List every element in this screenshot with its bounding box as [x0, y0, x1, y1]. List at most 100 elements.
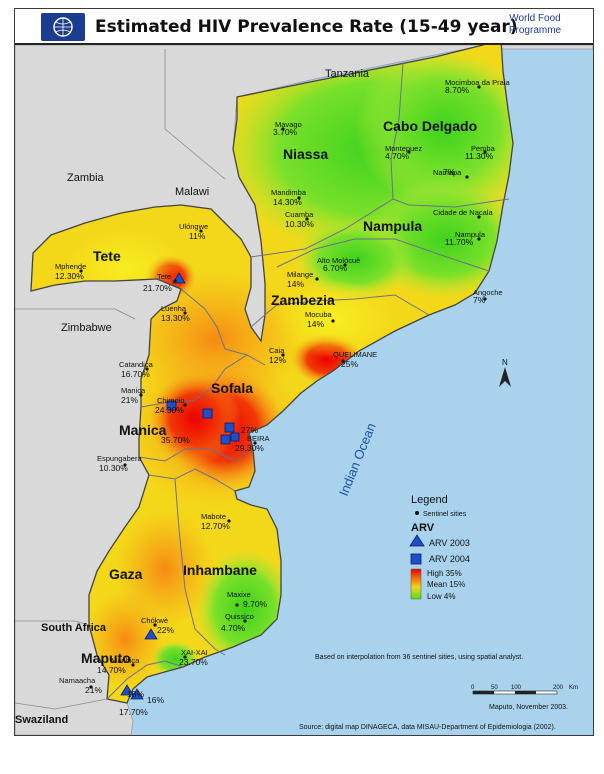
arv-2004-sofala — [202, 408, 213, 419]
site-name-catandica: Catandica — [119, 360, 154, 369]
site-name-quissico: Quissico — [225, 612, 254, 621]
site-value-mavago: 3.70% — [273, 127, 298, 137]
site-value-maputo-18: 18% — [127, 689, 144, 699]
sentinel-site-marker — [297, 196, 301, 200]
site-value-beira: 29.30% — [235, 443, 264, 453]
site-value-manhica: 14.70% — [97, 665, 126, 675]
province-label: Manica — [119, 422, 167, 438]
site-name-pemba: Pemba — [471, 144, 496, 153]
site-name-quelimane: QUELIMANE — [333, 350, 377, 359]
site-value-alto-molocue: 6.70% — [323, 263, 348, 273]
arv-2004-beira-1 — [224, 422, 235, 433]
site-name-mabote: Mabote — [201, 512, 226, 521]
site-value-cuamba: 10.30% — [285, 219, 314, 229]
country-label: Tanzania — [325, 68, 370, 80]
south-africa-border — [15, 620, 90, 626]
site-value-pemba: 11.30% — [465, 151, 494, 161]
scale-tick-0: 0 — [471, 685, 475, 691]
legend-low-label: Low 4% — [427, 592, 455, 601]
arv-2004-beira-2 — [220, 434, 231, 445]
site-value-milange: 14% — [287, 279, 304, 289]
country-label: Swaziland — [15, 714, 68, 726]
sentinel-site-marker — [183, 403, 187, 407]
legend-high-label: High 35% — [427, 569, 462, 578]
zimbabwe-border — [15, 308, 136, 320]
site-value-mabote: 12.70% — [201, 521, 230, 531]
ocean-label: Indian Ocean — [336, 421, 379, 498]
legend-arv2003-label: ARV 2003 — [429, 538, 470, 548]
site-value-quelimane: 25% — [341, 359, 358, 369]
site-name-ulongwe: Ulóngwe — [179, 222, 208, 231]
site-value-espungabera: 10.30% — [99, 463, 128, 473]
arv-markers — [120, 272, 240, 700]
north-label: N — [502, 358, 508, 367]
site-name-montepuez: Montepuez — [385, 144, 422, 153]
sentinel-site-marker — [407, 150, 411, 154]
site-name-espungabera: Espungabera — [97, 454, 142, 463]
scale-tick-2: 100 — [511, 685, 522, 691]
map-labels: Tanzania Zambia Malawi Zimbabwe South Africa… — [15, 68, 578, 731]
site-value-mandimba: 14.30% — [273, 197, 302, 207]
site-value-quissico: 4.70% — [221, 623, 246, 633]
site-name-alto-molocue: Alto Molócuè — [317, 256, 360, 265]
site-value-nampula: 11.70% — [445, 237, 474, 247]
site-name-maxixe: Maxixe — [227, 590, 251, 599]
legend-sentinel-label: Sentinel sities — [423, 511, 467, 518]
sentinel-site-marker — [145, 367, 149, 371]
legend-title: Legend — [411, 494, 448, 506]
province-label: Niassa — [283, 146, 328, 162]
scale-unit: Km — [569, 685, 578, 691]
sentinel-site-marker — [89, 685, 93, 689]
site-value-chokwe: 22% — [157, 625, 174, 635]
scale-tick-1: 50 — [491, 685, 498, 691]
site-value-ulongwe: 11% — [189, 231, 206, 241]
country-label: Zambia — [67, 172, 105, 184]
sentinel-site-marker — [281, 353, 285, 357]
sentinel-site-marker — [227, 519, 231, 523]
site-name-luenha: Luenha — [161, 304, 187, 313]
map-title: Estimated HIV Prevalence Rate (15-49 yea… — [95, 17, 518, 37]
sentinel-site-marker — [183, 311, 187, 315]
site-name-beira: BEIRA — [247, 434, 270, 443]
province-label: Maputo — [81, 650, 131, 666]
province-boundaries — [106, 62, 510, 700]
site-value-montepuez: 4.70% — [385, 151, 410, 161]
country-label: Zimbabwe — [61, 322, 112, 334]
sentinel-site-marker — [281, 127, 285, 131]
sentinel-site-marker — [123, 463, 127, 467]
site-name-xai-xai: XAI-XAI — [181, 648, 208, 657]
site-name-namapa: Namapa — [433, 168, 462, 177]
sentinel-site-marker — [235, 603, 239, 607]
province-label: Sofala — [211, 380, 253, 396]
site-value-maxixe: 9.70% — [243, 599, 268, 609]
organization-name: World Food Programme — [508, 13, 562, 36]
legend-arv-title: ARV — [411, 522, 435, 534]
site-value-catandica: 16.70% — [121, 369, 150, 379]
sentinel-site-icon — [415, 511, 419, 515]
sentinel-site-marker — [483, 150, 487, 154]
country-label: South Africa — [41, 622, 107, 634]
sentinel-site-marker — [153, 623, 157, 627]
sentinel-site-marker — [343, 263, 347, 267]
sentinel-site-marker — [477, 237, 481, 241]
arv-2004-chimoio — [166, 400, 177, 411]
site-value-dondo: 35.70% — [161, 435, 190, 445]
arv-2003-maputo-2 — [130, 688, 144, 700]
site-name-nampula: Nampula — [455, 230, 486, 239]
arv-2004-beira-3 — [230, 432, 240, 442]
site-name-mphende: Mphende — [55, 262, 86, 271]
sentinel-site-marker — [477, 215, 481, 219]
site-value-tete: 21.70% — [143, 283, 172, 293]
site-value-chimoio: 24.30% — [155, 405, 184, 415]
site-value-luenha: 13.30% — [161, 313, 190, 323]
province-label: Tete — [93, 248, 121, 264]
site-name-angoche: Angoche — [473, 288, 503, 297]
sentinel-site-marker — [79, 269, 83, 273]
sentinel-site-marker — [305, 217, 309, 221]
province-label: Zambezia — [271, 292, 335, 308]
north-arrow-icon — [499, 367, 511, 387]
sentinel-site-marker — [477, 85, 481, 89]
province-label: Inhambane — [183, 562, 257, 578]
site-value-namaacha: 21% — [85, 685, 102, 695]
